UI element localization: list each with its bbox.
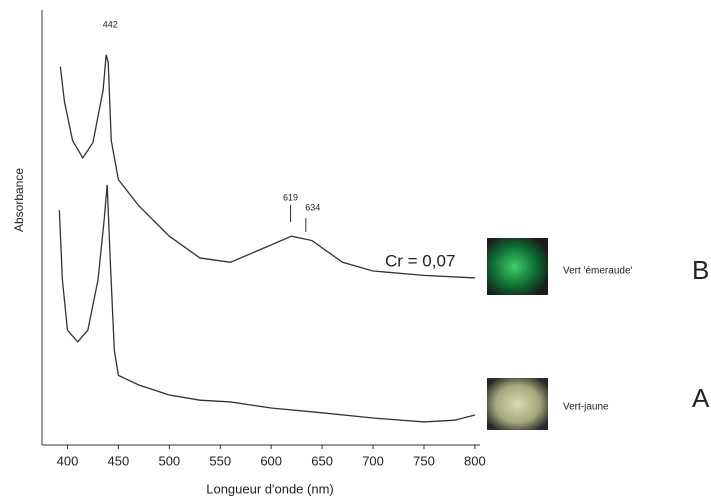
x-tick-label: 750 — [413, 453, 435, 468]
spectrum-line — [59, 54, 475, 279]
peak-label: 634 — [305, 202, 320, 212]
peak-label: 442 — [103, 19, 118, 29]
x-tick-label: 650 — [311, 453, 333, 468]
series-label: B — [692, 255, 709, 285]
gem-photo — [487, 378, 548, 430]
x-tick-label: 800 — [464, 453, 486, 468]
annotation: Cr = 0,07 — [385, 251, 455, 270]
x-tick-label: 550 — [209, 453, 231, 468]
y-axis-label: Absorbance — [12, 168, 26, 232]
x-tick-label: 450 — [108, 453, 130, 468]
x-axis-label: Longueur d'onde (nm) — [206, 481, 334, 496]
peak-label: 619 — [283, 192, 298, 202]
x-tick-label: 700 — [362, 453, 384, 468]
gem-photo — [487, 238, 548, 295]
series-label: A — [692, 383, 710, 413]
x-tick-label: 500 — [158, 453, 180, 468]
sample-label: Vert 'émeraude' — [563, 266, 633, 277]
x-tick-label: 600 — [260, 453, 282, 468]
x-tick-label: 400 — [57, 453, 79, 468]
spectrum-line — [58, 184, 476, 423]
sample-label: Vert-jaune — [563, 402, 609, 413]
